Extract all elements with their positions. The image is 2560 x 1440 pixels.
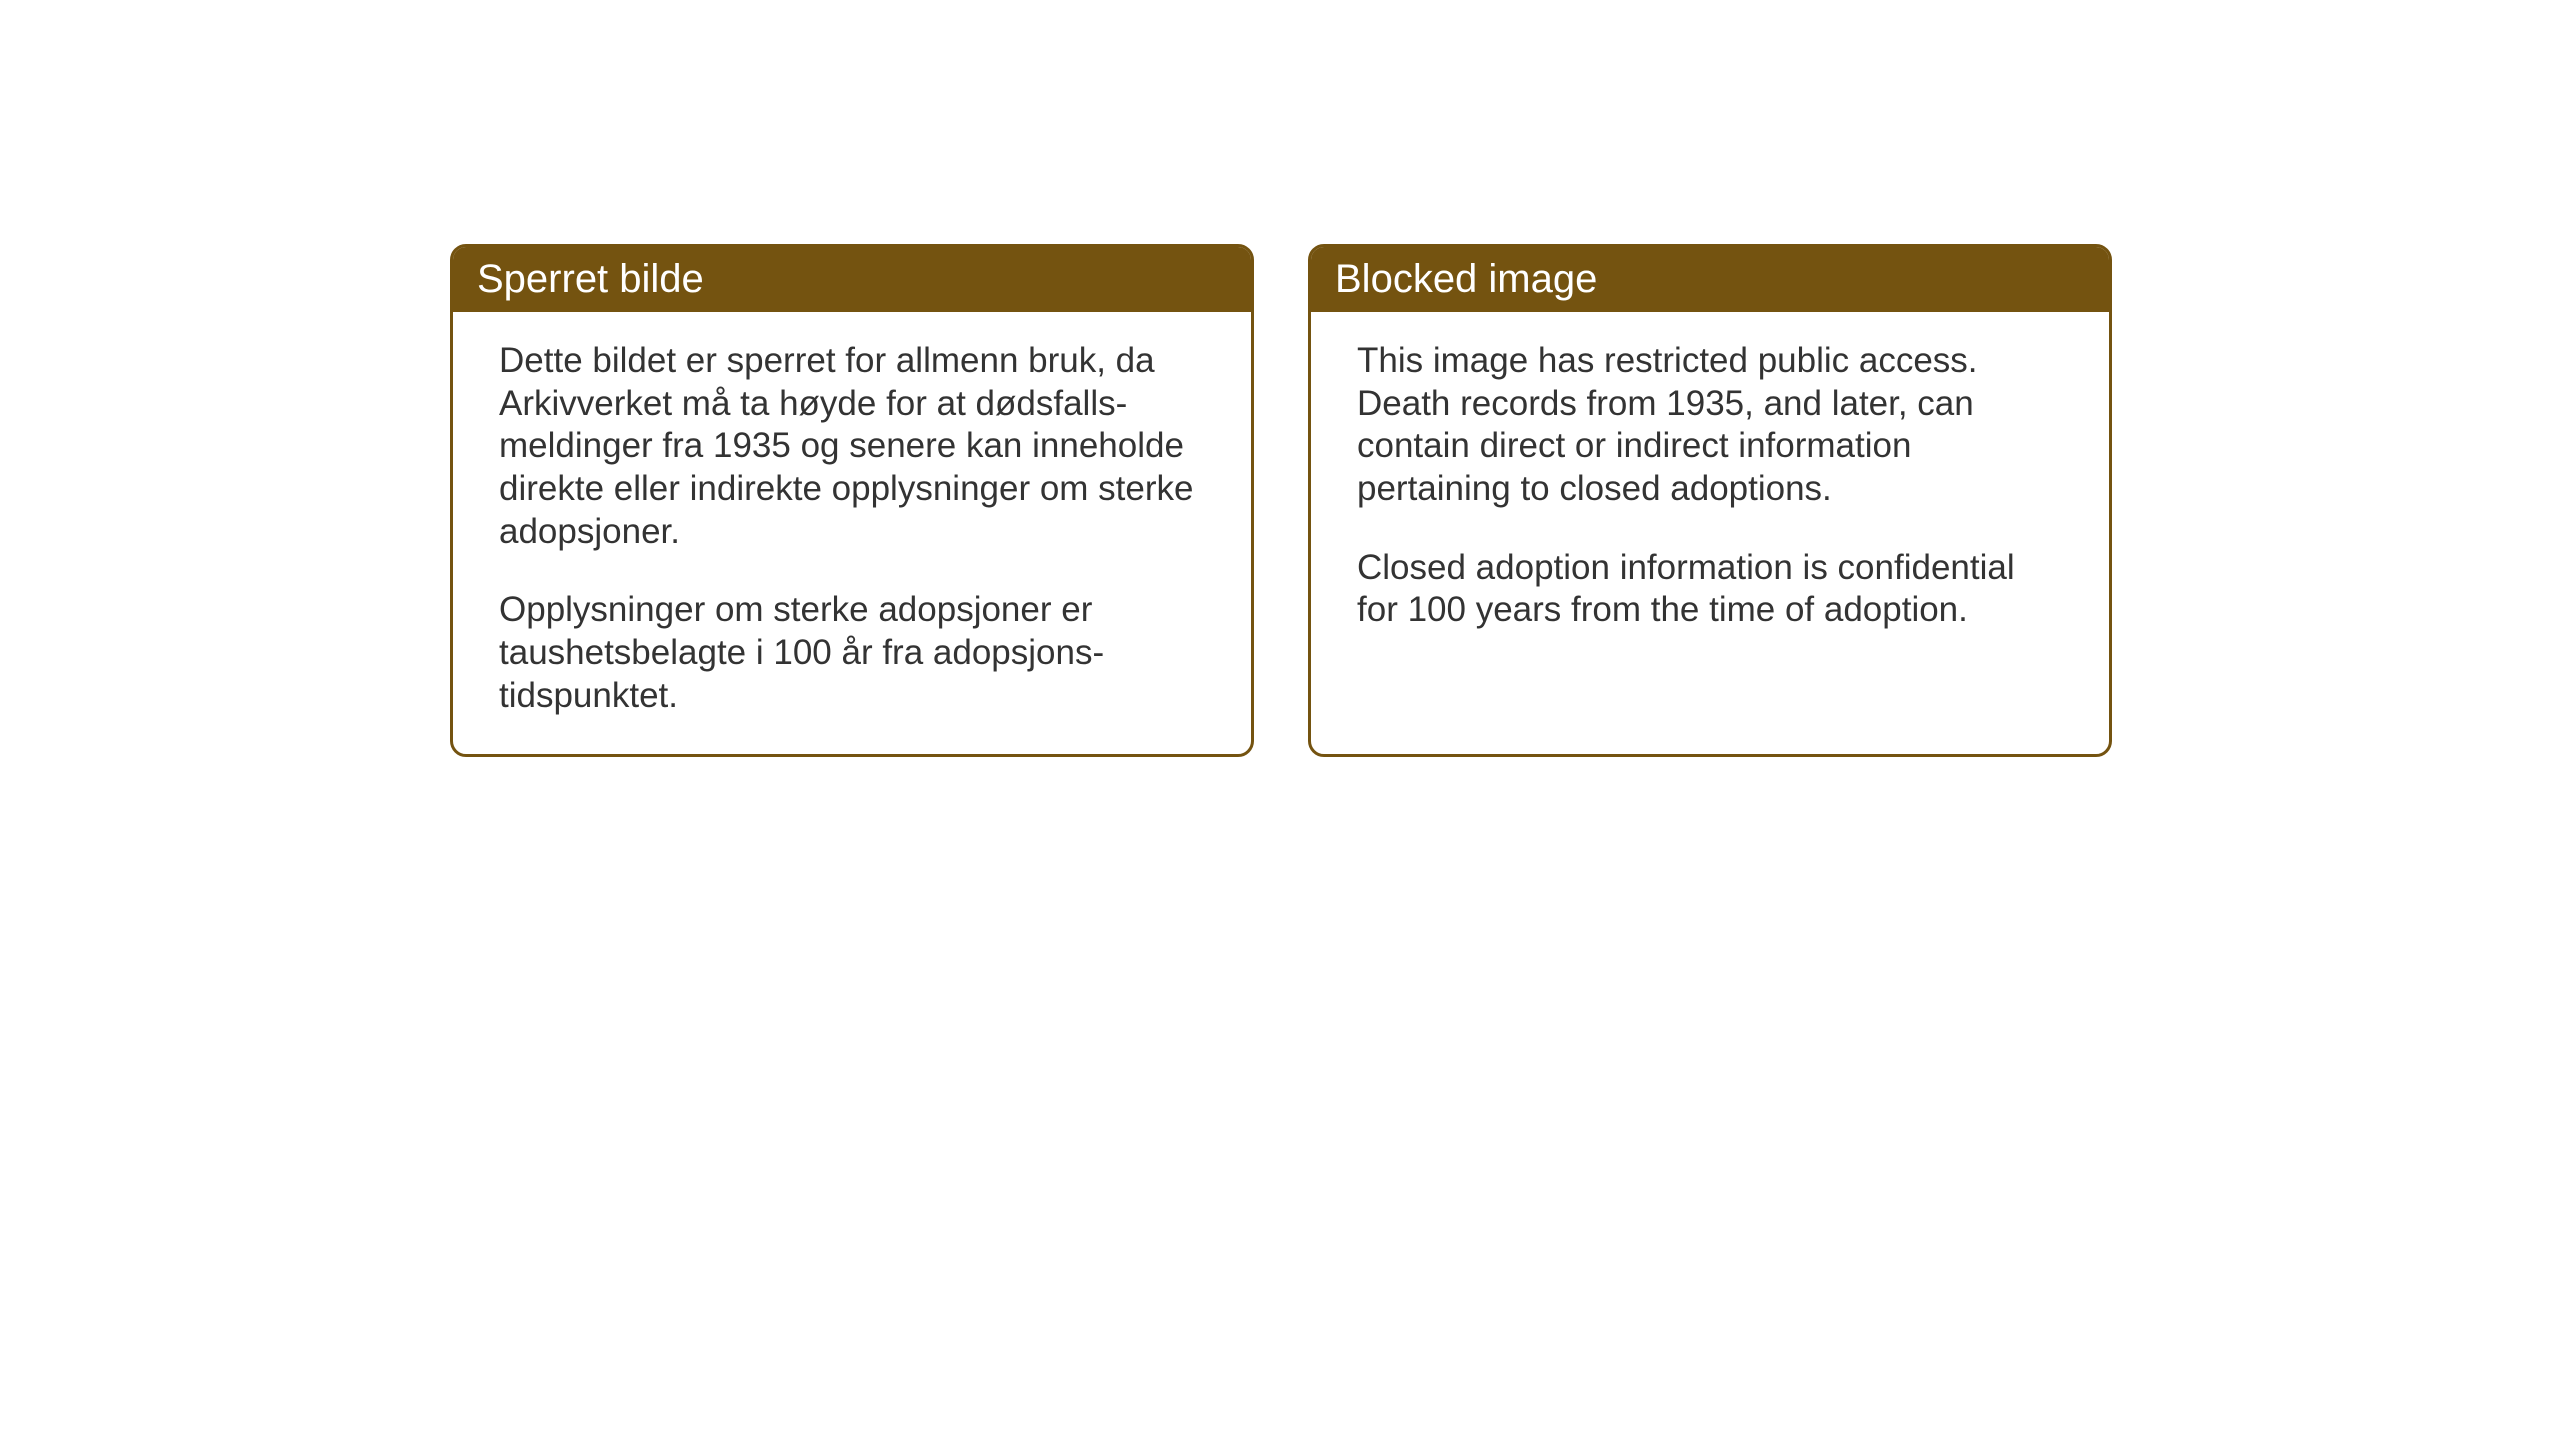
english-card-title: Blocked image (1335, 257, 1597, 301)
english-paragraph-1: This image has restricted public access.… (1357, 340, 2063, 511)
english-card-header: Blocked image (1311, 247, 2109, 312)
norwegian-paragraph-2: Opplysninger om sterke adopsjoner er tau… (499, 589, 1205, 717)
english-card-body: This image has restricted public access.… (1311, 312, 2109, 668)
norwegian-paragraph-1: Dette bildet er sperret for allmenn bruk… (499, 340, 1205, 553)
english-paragraph-2: Closed adoption information is confident… (1357, 547, 2063, 632)
norwegian-card-title: Sperret bilde (477, 257, 704, 301)
norwegian-card: Sperret bilde Dette bildet er sperret fo… (450, 244, 1254, 757)
norwegian-card-header: Sperret bilde (453, 247, 1251, 312)
norwegian-card-body: Dette bildet er sperret for allmenn bruk… (453, 312, 1251, 754)
cards-container: Sperret bilde Dette bildet er sperret fo… (450, 244, 2112, 757)
english-card: Blocked image This image has restricted … (1308, 244, 2112, 757)
